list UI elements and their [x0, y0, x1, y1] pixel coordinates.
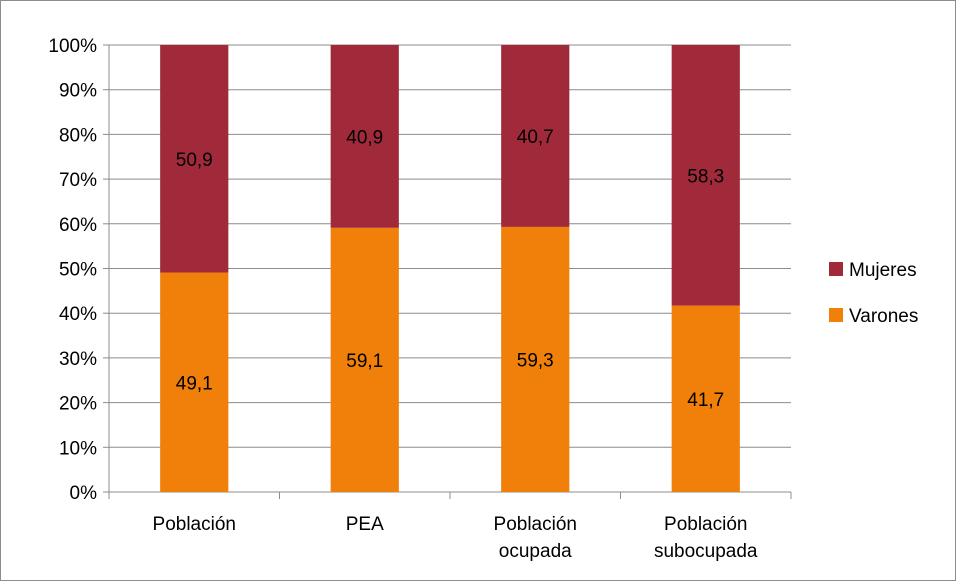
y-tick-label: 80% [59, 125, 97, 146]
x-category-label: PEA [346, 514, 384, 535]
data-label: 40,9 [346, 127, 383, 148]
bar-segment-mujeres [160, 45, 229, 273]
y-tick-label: 0% [70, 483, 98, 504]
y-tick-label: 10% [59, 438, 97, 459]
bar-segment-varones [671, 305, 740, 492]
legend-label-varones: Varones [849, 306, 918, 327]
y-tick-label: 70% [59, 170, 97, 191]
legend-label-mujeres: Mujeres [849, 260, 917, 281]
y-tick-label: 100% [48, 36, 97, 57]
y-tick-label: 60% [59, 215, 97, 236]
data-label: 40,7 [517, 127, 554, 148]
bar-segment-varones [160, 272, 229, 492]
legend-swatch-mujeres [829, 262, 843, 276]
data-label: 58,3 [687, 166, 724, 187]
bar-segment-mujeres [330, 45, 399, 228]
data-label: 59,1 [346, 351, 383, 372]
bar-segment-varones [501, 226, 570, 492]
data-label: 59,3 [517, 350, 554, 371]
y-tick-label: 40% [59, 304, 97, 325]
y-tick-label: 90% [59, 81, 97, 102]
x-category-label: Población [664, 514, 747, 535]
data-label: 49,1 [176, 373, 213, 394]
x-category-label: ocupada [499, 541, 572, 562]
bar-segment-mujeres [671, 45, 740, 306]
x-category-label: Población [494, 514, 577, 535]
data-label: 41,7 [687, 390, 724, 411]
x-category-label: Población [153, 514, 236, 535]
bar-segment-varones [330, 227, 399, 492]
x-category-label: subocupada [654, 541, 758, 562]
y-tick-label: 30% [59, 349, 97, 370]
bar-segment-mujeres [501, 45, 570, 227]
y-tick-label: 50% [59, 260, 97, 281]
y-tick-label: 20% [59, 394, 97, 415]
data-label: 50,9 [176, 150, 213, 171]
legend-swatch-varones [829, 308, 843, 322]
